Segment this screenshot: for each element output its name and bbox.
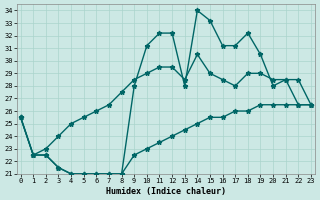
X-axis label: Humidex (Indice chaleur): Humidex (Indice chaleur): [106, 187, 226, 196]
